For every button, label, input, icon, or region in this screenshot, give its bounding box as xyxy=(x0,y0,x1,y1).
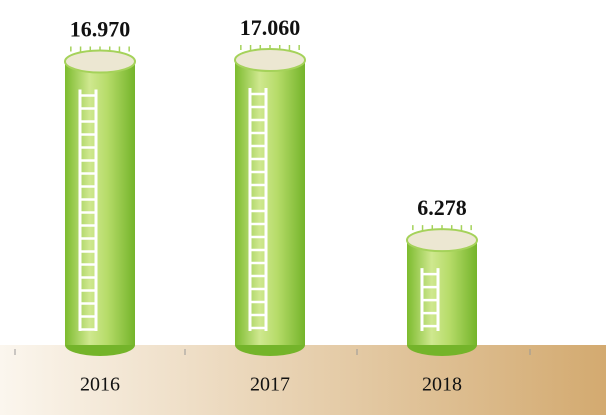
x-tick-label: 2017 xyxy=(250,374,290,396)
axis-band xyxy=(0,345,606,415)
x-tick-label: 2016 xyxy=(80,374,120,396)
cylinder xyxy=(406,225,478,356)
cylinder-top xyxy=(64,49,136,74)
cylinder xyxy=(64,46,136,356)
cylinder xyxy=(234,45,306,356)
axis-ticks xyxy=(14,349,531,355)
bar xyxy=(235,60,305,345)
bar xyxy=(65,61,135,346)
cylinder-top xyxy=(234,48,306,72)
value-label: 16.970 xyxy=(70,17,131,42)
cylinder-top xyxy=(406,228,478,253)
value-label: 17.060 xyxy=(240,15,301,40)
x-tick-label: 2018 xyxy=(422,374,462,396)
value-label: 6.278 xyxy=(417,195,467,220)
bar xyxy=(407,240,477,345)
